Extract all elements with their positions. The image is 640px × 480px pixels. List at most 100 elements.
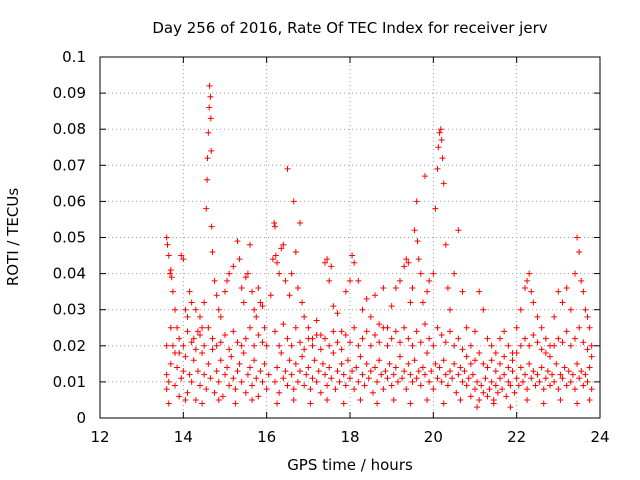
data-point bbox=[184, 328, 191, 335]
data-point bbox=[478, 382, 485, 389]
data-point bbox=[326, 342, 333, 349]
data-point bbox=[217, 357, 224, 364]
data-point bbox=[576, 324, 583, 331]
data-point bbox=[307, 386, 314, 393]
data-point bbox=[476, 288, 483, 295]
data-point bbox=[384, 342, 391, 349]
data-point bbox=[234, 339, 241, 346]
data-point bbox=[272, 223, 278, 230]
data-point bbox=[180, 342, 187, 349]
data-point bbox=[407, 371, 414, 378]
data-point bbox=[272, 252, 279, 259]
data-point bbox=[484, 335, 491, 342]
data-point bbox=[280, 375, 287, 382]
data-point bbox=[538, 346, 545, 353]
data-point bbox=[538, 324, 545, 331]
data-point bbox=[411, 357, 418, 364]
data-point bbox=[474, 378, 481, 385]
data-point bbox=[359, 306, 366, 313]
data-point bbox=[463, 382, 470, 389]
data-point bbox=[582, 371, 589, 378]
data-point bbox=[367, 313, 374, 320]
data-point bbox=[359, 335, 366, 342]
data-point bbox=[549, 371, 556, 378]
data-point bbox=[534, 313, 541, 320]
data-point bbox=[251, 306, 258, 313]
data-point bbox=[392, 364, 399, 371]
data-point bbox=[342, 382, 349, 389]
data-point bbox=[261, 324, 268, 331]
data-point bbox=[184, 389, 191, 396]
data-point bbox=[180, 256, 187, 263]
data-point bbox=[224, 364, 231, 371]
data-point bbox=[322, 335, 328, 342]
data-point bbox=[363, 328, 370, 335]
x-tick-label: 14 bbox=[174, 428, 193, 446]
data-point bbox=[461, 368, 468, 375]
data-point bbox=[232, 400, 239, 407]
data-point bbox=[236, 256, 243, 263]
y-tick-label: 0.03 bbox=[53, 301, 86, 319]
data-point bbox=[169, 342, 176, 349]
data-point bbox=[353, 364, 360, 371]
data-point bbox=[374, 400, 381, 407]
data-point bbox=[355, 342, 362, 349]
data-point bbox=[426, 335, 433, 342]
data-point bbox=[307, 400, 314, 407]
data-point bbox=[344, 357, 351, 364]
data-point bbox=[413, 198, 420, 205]
y-tick-label: 0.09 bbox=[53, 84, 86, 102]
data-point bbox=[561, 364, 568, 371]
data-point bbox=[480, 360, 487, 367]
data-point bbox=[469, 371, 476, 378]
y-tick-label: 0.07 bbox=[53, 156, 86, 174]
data-point bbox=[413, 375, 420, 382]
data-point bbox=[440, 357, 447, 364]
data-point bbox=[176, 393, 183, 400]
data-point bbox=[409, 378, 416, 385]
data-point bbox=[347, 277, 353, 284]
data-point bbox=[372, 364, 378, 371]
data-point bbox=[226, 270, 233, 277]
data-point bbox=[437, 126, 444, 133]
data-point bbox=[447, 368, 453, 375]
data-point bbox=[563, 382, 570, 389]
data-point bbox=[222, 371, 228, 378]
data-point bbox=[255, 331, 262, 338]
data-point bbox=[397, 277, 403, 284]
data-point bbox=[513, 324, 520, 331]
data-point bbox=[313, 331, 320, 338]
data-point bbox=[451, 270, 458, 277]
data-point bbox=[497, 360, 503, 367]
data-point bbox=[488, 378, 495, 385]
data-point bbox=[501, 353, 508, 360]
data-point bbox=[215, 378, 222, 385]
data-point bbox=[203, 386, 210, 393]
data-point bbox=[172, 382, 178, 389]
data-point bbox=[572, 386, 578, 393]
data-point bbox=[442, 339, 449, 346]
data-point bbox=[274, 400, 281, 407]
x-tick-label: 24 bbox=[590, 428, 609, 446]
data-point bbox=[205, 324, 212, 331]
data-point bbox=[557, 371, 564, 378]
data-point bbox=[505, 342, 512, 349]
data-point bbox=[249, 396, 256, 403]
data-point bbox=[315, 368, 322, 375]
data-point bbox=[219, 393, 226, 400]
data-point bbox=[336, 378, 343, 385]
data-point bbox=[188, 339, 195, 346]
data-point bbox=[280, 241, 287, 248]
data-point bbox=[515, 382, 522, 389]
data-point bbox=[369, 389, 376, 396]
data-point bbox=[488, 342, 495, 349]
data-point bbox=[536, 378, 543, 385]
data-point bbox=[436, 129, 443, 136]
data-point bbox=[217, 313, 224, 320]
data-point bbox=[528, 288, 535, 295]
data-point bbox=[415, 256, 422, 263]
data-point bbox=[436, 364, 443, 371]
grid bbox=[100, 57, 600, 418]
data-point bbox=[232, 386, 239, 393]
data-point bbox=[319, 360, 326, 367]
